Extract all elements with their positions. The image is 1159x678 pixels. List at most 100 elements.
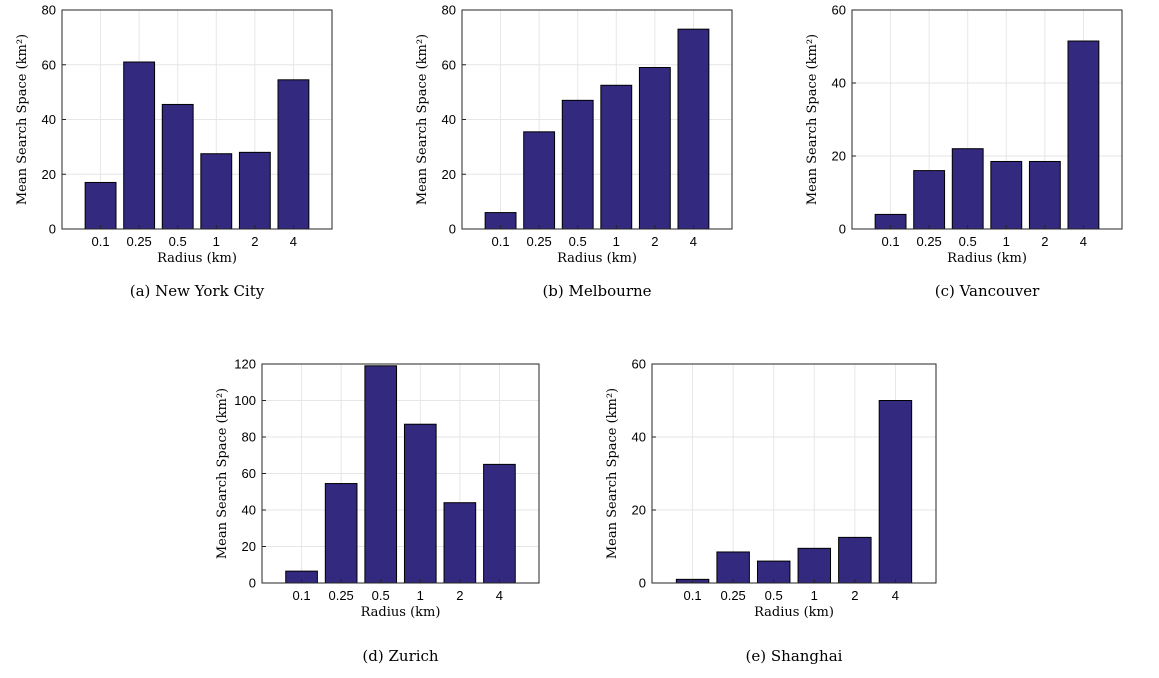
x-tick-label: 0.25 [526,234,551,249]
bar-4 [1067,40,1100,230]
y-tick-label: 40 [42,112,56,127]
x-tick-label: 0.5 [569,234,587,249]
y-tick-label: 60 [632,357,646,372]
y-axis-label: Mean Search Space (km²) [15,34,30,205]
y-tick-label: 60 [242,466,256,481]
chart-panel-b: 0 20 40 60 80 0.1 0.25 0.5 1 2 4 Radius (km) Mean Se… [400,0,780,320]
y-axis-label: Mean Search Space (km²) [415,34,430,205]
x-tick-label: 0.1 [293,588,311,603]
x-tick-label: 0.1 [684,588,702,603]
x-tick-label: 0.1 [92,234,110,249]
x-tick-label: 0.5 [169,234,187,249]
bar-1 [990,160,1023,230]
x-axis-label: Radius (km) [754,605,834,620]
x-tick-label: 1 [1003,234,1010,249]
x-tick-label: 0.5 [959,234,977,249]
x-tick-label: 1 [811,588,818,603]
y-tick-label: 20 [442,167,456,182]
x-tick-label: 4 [290,234,297,249]
y-tick-label: 0 [839,222,846,237]
x-axis-label: Radius (km) [557,251,637,266]
chart-svg-a: 0 20 40 60 80 0.1 0.25 0.5 1 2 4 Radius (km) Mean Se… [15,3,333,300]
x-tick-label: 0.5 [372,588,390,603]
y-tick-label: 60 [442,57,456,72]
y-axis-label: Mean Search Space (km²) [805,34,820,205]
x-axis-label: Radius (km) [947,251,1027,266]
x-axis-label: Radius (km) [361,605,441,620]
bar-1 [403,423,437,584]
chart-panel-c: 0 20 40 60 0.1 0.25 0.5 1 2 4 Radius (km) Mean Sear… [790,0,1159,320]
y-tick-label: 40 [442,112,456,127]
x-tick-label: 1 [613,234,620,249]
y-tick-label: 0 [49,222,56,237]
bar-2 [238,151,271,230]
y-tick-label: 60 [42,57,56,72]
bar-0.25 [716,551,750,584]
y-tick-label: 60 [832,3,846,18]
x-tick-label: 0.5 [765,588,783,603]
y-tick-label: 0 [449,222,456,237]
y-tick-label: 40 [832,76,846,91]
axes-box [851,9,1123,230]
chart-svg-d: 0 20 40 60 80 100 120 0.1 0.25 0.5 1 2 4 Radius (km) M… [215,357,540,665]
y-tick-label: 40 [632,430,646,445]
y-tick-label: 80 [442,3,456,18]
chart-svg-b: 0 20 40 60 80 0.1 0.25 0.5 1 2 4 Radius (km) Mean Se… [415,3,733,300]
bar-0.1 [84,181,117,230]
bar-0.5 [161,103,194,230]
bar-2 [443,502,477,584]
bar-2 [638,66,671,230]
x-tick-label: 4 [690,234,697,249]
y-tick-label: 20 [632,503,646,518]
x-tick-label: 4 [1080,234,1087,249]
y-tick-label: 120 [234,357,256,372]
bar-0.25 [523,131,556,230]
y-tick-label: 20 [42,167,56,182]
chart-caption: (a) New York City [130,282,265,300]
x-tick-label: 2 [1041,234,1048,249]
chart-caption: (d) Zurich [362,647,439,665]
bar-2 [838,536,872,584]
y-tick-label: 20 [242,539,256,554]
x-tick-label: 2 [251,234,258,249]
x-tick-label: 0.1 [492,234,510,249]
chart-panel-a: 0 20 40 60 80 0.1 0.25 0.5 1 2 4 Radius (km) Mean Se… [0,0,380,320]
x-tick-label: 0.25 [916,234,941,249]
y-tick-label: 80 [242,430,256,445]
chart-panel-e: 0 20 40 60 0.1 0.25 0.5 1 2 4 Radius (km) Mean Sear… [600,350,980,673]
bar-1 [200,153,233,230]
axes-box [651,363,937,584]
x-tick-label: 1 [417,588,424,603]
bar-0.25 [123,61,156,230]
chart-svg-c: 0 20 40 60 0.1 0.25 0.5 1 2 4 Radius (km) Mean Sear… [805,3,1123,300]
x-tick-label: 4 [892,588,899,603]
chart-caption: (b) Melbourne [542,282,651,300]
bar-1 [600,84,633,230]
bar-0.25 [324,483,358,584]
bar-4 [677,28,710,230]
x-tick-label: 2 [456,588,463,603]
x-axis-label: Radius (km) [157,251,237,266]
bar-2 [1028,160,1061,230]
chart-svg-e: 0 20 40 60 0.1 0.25 0.5 1 2 4 Radius (km) Mean Sear… [605,357,937,665]
bar-0.5 [951,148,984,230]
bar-4 [483,463,516,584]
y-tick-label: 100 [234,393,256,408]
y-tick-label: 0 [639,576,646,591]
x-tick-label: 0.25 [720,588,745,603]
y-axis-label: Mean Search Space (km²) [605,388,620,559]
bar-0.5 [364,365,398,584]
bar-0.25 [913,170,946,230]
y-tick-label: 0 [249,576,256,591]
x-tick-label: 1 [213,234,220,249]
bar-4 [878,400,913,584]
chart-panel-d: 0 20 40 60 80 100 120 0.1 0.25 0.5 1 2 4 Radius (km) M… [190,350,570,673]
x-tick-label: 2 [651,234,658,249]
x-tick-label: 0.25 [328,588,353,603]
bar-1 [797,547,832,584]
y-tick-label: 40 [242,503,256,518]
y-axis-label: Mean Search Space (km²) [215,388,230,559]
x-tick-label: 0.1 [882,234,900,249]
y-tick-label: 20 [832,149,846,164]
chart-caption: (c) Vancouver [935,282,1040,300]
